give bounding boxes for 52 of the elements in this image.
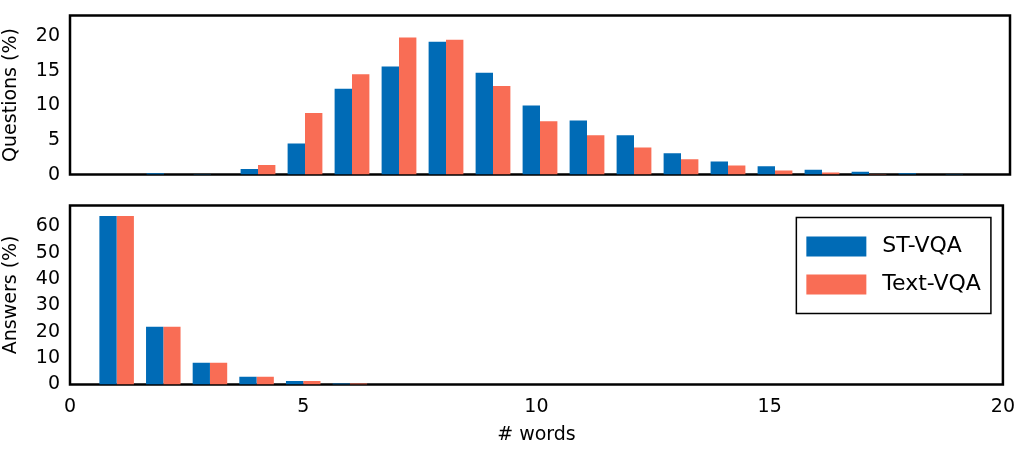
bar	[305, 113, 323, 175]
y-tick-label: 0	[47, 161, 60, 184]
y-axis-title: Answers (%)	[0, 235, 21, 355]
x-axis-title: # words	[497, 421, 576, 444]
legend-label: ST-VQA	[882, 232, 962, 258]
bar	[334, 88, 352, 175]
bar	[663, 153, 681, 175]
x-tick-label: 15	[757, 393, 782, 416]
bar	[239, 376, 257, 385]
y-tick-label: 50	[35, 239, 60, 262]
bar	[616, 135, 634, 175]
bar	[681, 159, 699, 175]
y-tick-label: 0	[47, 371, 60, 394]
bar	[99, 215, 117, 385]
bar	[381, 66, 399, 175]
bar	[256, 376, 274, 385]
bar	[540, 121, 558, 175]
bar	[163, 326, 181, 385]
bar	[287, 143, 305, 175]
bar	[209, 362, 228, 385]
bar	[446, 39, 464, 175]
y-tick-label: 60	[35, 213, 60, 236]
bar	[428, 41, 446, 175]
bar	[522, 105, 540, 175]
bar	[146, 326, 164, 385]
bar	[192, 362, 210, 385]
x-tick-label: 0	[63, 393, 77, 416]
bar	[775, 170, 793, 175]
bar	[399, 37, 417, 175]
y-tick-label: 30	[35, 292, 60, 315]
bar	[634, 147, 652, 175]
x-tick-label: 5	[297, 393, 310, 416]
bar	[587, 135, 605, 175]
y-tick-label: 20	[35, 318, 60, 341]
y-tick-label: 40	[35, 266, 60, 289]
y-tick-label: 10	[35, 345, 60, 368]
bar	[258, 164, 276, 175]
bar	[493, 86, 511, 175]
bar	[475, 72, 493, 175]
bar	[569, 120, 587, 175]
bar	[710, 161, 728, 175]
y-tick-label: 15	[35, 57, 60, 80]
bar	[352, 74, 370, 175]
bar	[116, 215, 134, 385]
legend-label: Text-VQA	[881, 270, 981, 296]
bar	[757, 166, 775, 175]
x-tick-label: 20	[990, 393, 1016, 416]
y-tick-label: 20	[35, 23, 60, 46]
y-tick-label: 5	[47, 126, 60, 149]
x-tick-label: 10	[524, 393, 549, 416]
y-axis-title: Questions (%)	[0, 28, 21, 162]
y-tick-label: 10	[35, 92, 60, 115]
